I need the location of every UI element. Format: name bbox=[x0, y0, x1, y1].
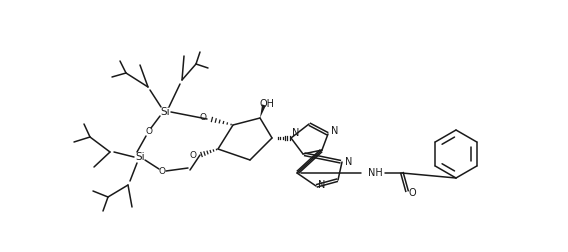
Text: N: N bbox=[318, 180, 325, 190]
Text: N: N bbox=[331, 126, 339, 136]
Text: Si: Si bbox=[135, 152, 145, 162]
Text: O: O bbox=[408, 188, 416, 198]
Text: N: N bbox=[345, 157, 353, 167]
Text: O: O bbox=[199, 112, 207, 121]
Polygon shape bbox=[260, 104, 266, 118]
Text: O: O bbox=[190, 150, 197, 160]
Text: Si: Si bbox=[160, 107, 170, 117]
Text: N: N bbox=[293, 128, 300, 138]
Text: OH: OH bbox=[260, 99, 274, 109]
Text: NH: NH bbox=[367, 168, 382, 178]
Text: O: O bbox=[158, 168, 165, 176]
Text: O: O bbox=[145, 128, 152, 137]
